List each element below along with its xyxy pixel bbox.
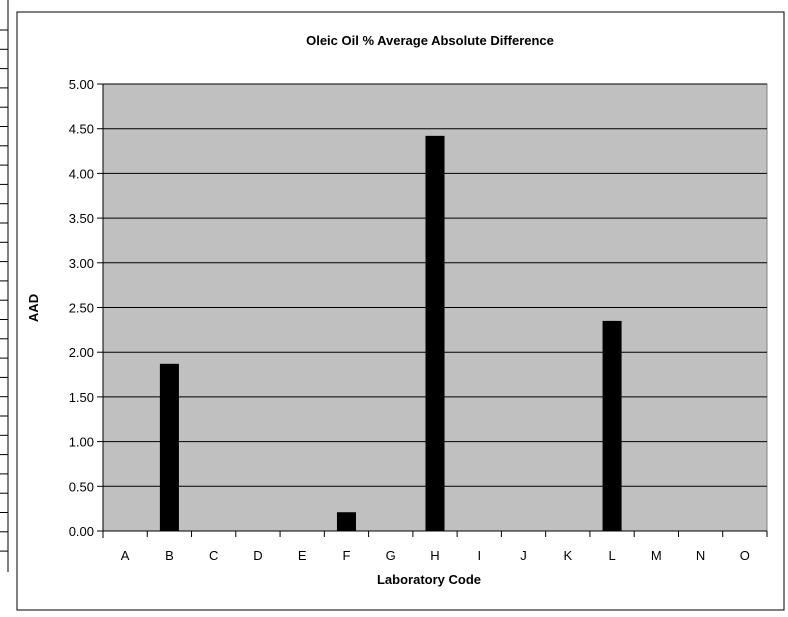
y-tick-label: 2.00 [69,345,94,360]
bar-b [159,363,179,531]
x-tick-label: B [165,548,174,563]
x-tick-label: D [253,548,262,563]
x-tick-label: H [430,548,439,563]
x-tick-label: L [608,548,615,563]
y-tick-label: 3.50 [69,211,94,226]
y-axis-ticks: 0.00 0.50 1.00 1.50 2.00 2.50 3.00 3.50 4.00 4.50… [69,77,103,539]
x-tick-label: K [563,548,572,563]
y-tick-label: 0.50 [69,479,94,494]
y-tick-label: 0.00 [69,524,94,539]
bars [159,135,622,532]
y-tick-label: 4.50 [69,122,94,137]
x-tick-label: N [696,548,705,563]
x-tick-label: F [342,548,350,563]
y-tick-label: 2.50 [69,301,94,316]
x-axis-title: Laboratory Code [377,572,481,587]
y-axis-title: AAD [26,294,41,322]
x-tick-label: A [121,548,130,563]
x-axis-ticks: A B C D E F G H I J K L M N O [102,531,768,563]
x-tick-label: C [209,548,218,563]
y-tick-label: 1.00 [69,435,94,450]
y-tick-label: 3.00 [69,256,94,271]
chart-title: Oleic Oil % Average Absolute Difference [306,33,554,48]
y-tick-label: 5.00 [69,77,94,92]
y-tick-label: 1.50 [69,390,94,405]
x-tick-label: E [298,548,307,563]
y-tick-label: 4.00 [69,166,94,181]
x-tick-label: O [740,548,750,563]
spreadsheet-edge [0,0,9,572]
x-tick-label: I [477,548,481,563]
bar-h [425,135,445,532]
bar-l [602,320,622,531]
x-tick-label: G [386,548,396,563]
x-tick-label: M [651,548,662,563]
bar-f [336,512,356,531]
x-tick-label: J [520,548,527,563]
